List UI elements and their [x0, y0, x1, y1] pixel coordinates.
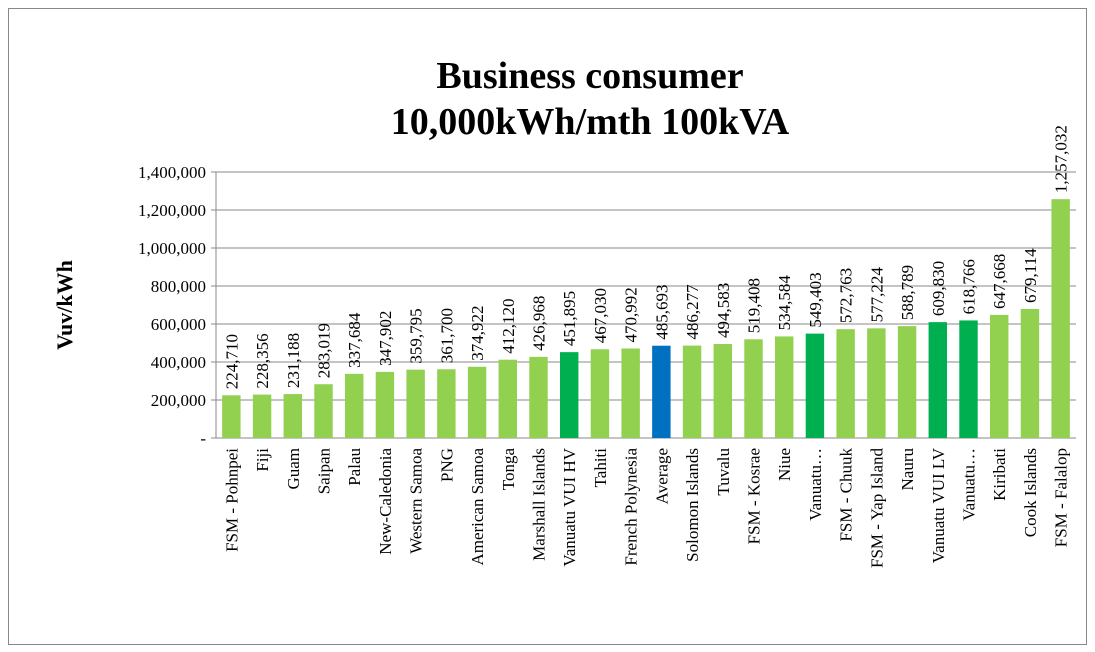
x-tick-label: Fiji	[253, 448, 272, 472]
bar	[652, 345, 671, 438]
x-tick-label: Vanuatu VUI HV	[560, 447, 579, 566]
data-label: 359,795	[407, 308, 426, 363]
bar	[897, 326, 917, 438]
x-tick-label: PNG	[437, 448, 456, 482]
bar	[1020, 308, 1040, 438]
data-label: 231,188	[284, 333, 303, 388]
data-label: 426,968	[530, 296, 549, 351]
data-label: 494,583	[714, 283, 733, 338]
bar	[713, 344, 732, 438]
data-label: 588,789	[898, 265, 917, 320]
x-tick-label: Vanuatu…	[960, 448, 979, 521]
x-tick-label: FSM - Pohnpei	[222, 448, 241, 552]
bar	[1051, 199, 1070, 438]
data-label: 1,257,032	[1052, 125, 1071, 193]
bar	[406, 369, 425, 438]
y-tick-label: -	[200, 429, 206, 448]
y-tick-label: 200,000	[151, 391, 206, 410]
x-tick-label: Kiribati	[990, 448, 1009, 501]
data-label: 485,693	[652, 284, 671, 339]
data-label: 467,030	[591, 288, 610, 343]
x-tick-label: Vanuatu…	[806, 448, 825, 521]
bar	[959, 320, 978, 438]
bar	[775, 336, 794, 438]
bar	[252, 394, 272, 438]
bar	[682, 345, 702, 438]
x-tick-label: Nauru	[898, 448, 917, 491]
data-label: 374,922	[468, 306, 487, 361]
bar	[467, 366, 487, 438]
bar	[867, 328, 886, 438]
x-tick-label: Palau	[345, 448, 364, 486]
data-label: 361,700	[437, 308, 456, 363]
y-tick-label: 800,000	[151, 277, 206, 296]
x-tick-label: Solomon Islands	[683, 448, 702, 562]
x-tick-label: Tonga	[499, 448, 518, 491]
bar	[283, 394, 302, 438]
x-tick-label: Niue	[775, 448, 794, 481]
x-tick-label: Tuvalu	[714, 448, 733, 496]
data-label: 534,584	[775, 275, 794, 331]
bar	[990, 314, 1009, 438]
y-tick-label: 1,400,000	[138, 163, 206, 182]
bar	[437, 369, 456, 438]
x-tick-label: FSM - Falalop	[1052, 448, 1071, 547]
y-axis-title: Vuv/kWh	[52, 260, 77, 350]
data-label: 609,830	[929, 261, 948, 316]
bar	[836, 329, 855, 438]
bar	[590, 349, 610, 438]
bar	[314, 384, 333, 438]
y-tick-label: 600,000	[151, 315, 206, 334]
x-tick-label: Western Samoa	[407, 448, 426, 554]
data-label: 470,992	[622, 287, 641, 342]
bar	[529, 356, 548, 438]
x-tick-label: Average	[652, 448, 671, 504]
x-tick-label: Marshall Islands	[530, 448, 549, 561]
data-label: 618,766	[960, 259, 979, 314]
x-tick-label: FSM - Chuuk	[837, 448, 856, 542]
bar	[560, 352, 579, 438]
y-tick-label: 1,200,000	[138, 201, 206, 220]
x-tick-label: Vanuatu VUI LV	[929, 447, 948, 563]
bar	[805, 333, 825, 438]
data-label: 451,895	[560, 291, 579, 346]
bar	[222, 395, 241, 438]
bar	[744, 339, 763, 438]
x-tick-label: FSM - Yap Island	[867, 448, 886, 568]
data-label: 572,763	[837, 268, 856, 323]
bar	[375, 371, 395, 438]
bar	[345, 373, 364, 438]
x-tick-label: Cook Islands	[1021, 448, 1040, 537]
data-label: 519,408	[745, 278, 764, 333]
x-tick-label: FSM - Kosrae	[745, 448, 764, 544]
data-label: 647,668	[990, 254, 1009, 309]
x-tick-label: French Polynesia	[622, 448, 641, 566]
data-label: 224,710	[222, 334, 241, 389]
data-label: 412,120	[499, 298, 518, 353]
x-tick-label: Saipan	[315, 448, 334, 495]
data-label: 577,224	[867, 267, 886, 323]
bar	[498, 359, 517, 438]
y-tick-label: 1,000,000	[138, 239, 206, 258]
data-label: 283,019	[315, 323, 334, 378]
data-label: 228,356	[253, 333, 272, 388]
data-label: 337,684	[345, 312, 364, 368]
chart-title: Business consumer	[436, 55, 743, 97]
bar	[928, 322, 947, 438]
data-label: 347,902	[376, 311, 395, 366]
bar	[621, 348, 640, 438]
chart-title: 10,000kWh/mth 100kVA	[391, 101, 790, 143]
data-label: 679,114	[1021, 248, 1040, 303]
x-tick-label: American Samoa	[468, 448, 487, 566]
y-tick-label: 400,000	[151, 353, 206, 372]
data-label: 486,277	[683, 284, 702, 340]
x-tick-label: Tahiti	[591, 448, 610, 488]
x-tick-label: Guam	[284, 448, 303, 490]
data-label: 549,403	[806, 272, 825, 327]
x-tick-label: New-Caledonia	[376, 448, 395, 555]
